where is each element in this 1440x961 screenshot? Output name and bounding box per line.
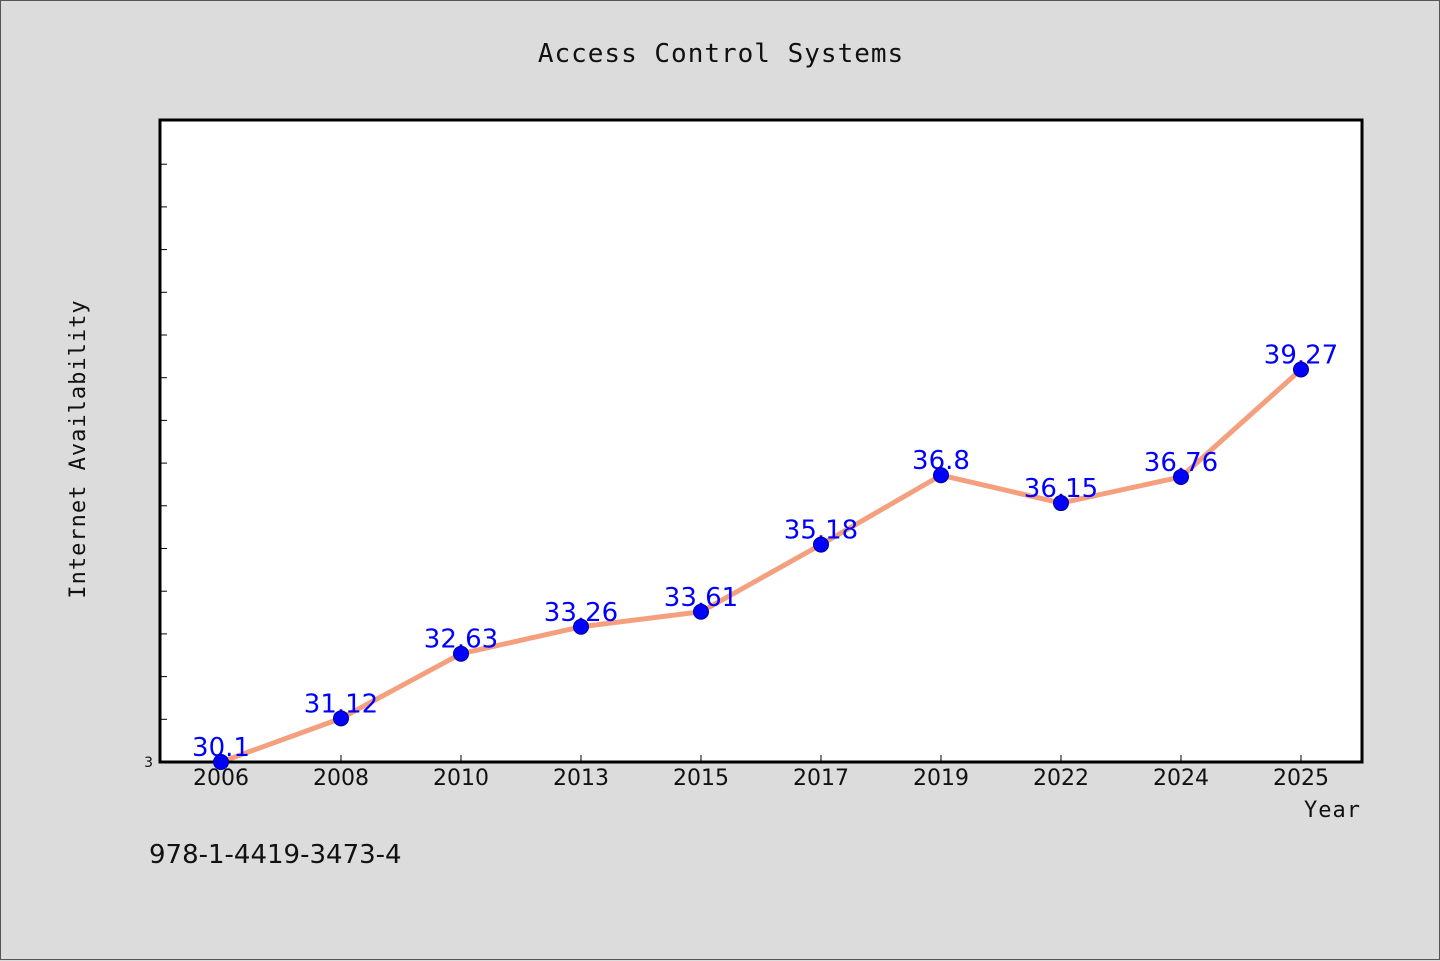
- x-tick-label: 2025: [1273, 766, 1329, 791]
- plot-area: [160, 120, 1362, 762]
- y-axis-label: Internet Availability: [66, 299, 91, 598]
- data-points: [213, 361, 1309, 770]
- x-tick-label: 2024: [1153, 766, 1209, 791]
- x-tick-label: 2010: [433, 766, 489, 791]
- x-axis-label: Year: [1304, 798, 1361, 823]
- x-tick-label: 2008: [313, 766, 369, 791]
- isbn-footer: 978-1-4419-3473-4: [149, 840, 402, 870]
- data-point: [1053, 495, 1069, 512]
- y-tick-label: 3: [144, 755, 153, 771]
- data-point: [693, 603, 709, 620]
- series-line: [220, 367, 1303, 765]
- plot-frame: [158, 118, 1364, 764]
- data-point: [1173, 468, 1189, 485]
- data-point: [933, 467, 949, 484]
- data-point: [333, 710, 349, 727]
- data-point: [573, 618, 589, 635]
- data-point: [813, 536, 829, 553]
- data-point: [453, 645, 469, 662]
- data-point: [1293, 361, 1309, 378]
- x-tick-label: 2017: [793, 766, 849, 791]
- x-tick-label: 2013: [553, 766, 609, 791]
- data-point: [213, 754, 229, 770]
- x-axis-ticks: 2006 2008 2010 2013 2015 2017 2019 2022 2024 2025: [193, 755, 1329, 791]
- x-tick-label: 2022: [1033, 766, 1089, 791]
- chart-title: Access Control Systems: [538, 39, 904, 69]
- x-tick-label: 2006: [193, 766, 249, 791]
- x-tick-label: 2015: [673, 766, 729, 791]
- x-tick-label: 2019: [913, 766, 969, 791]
